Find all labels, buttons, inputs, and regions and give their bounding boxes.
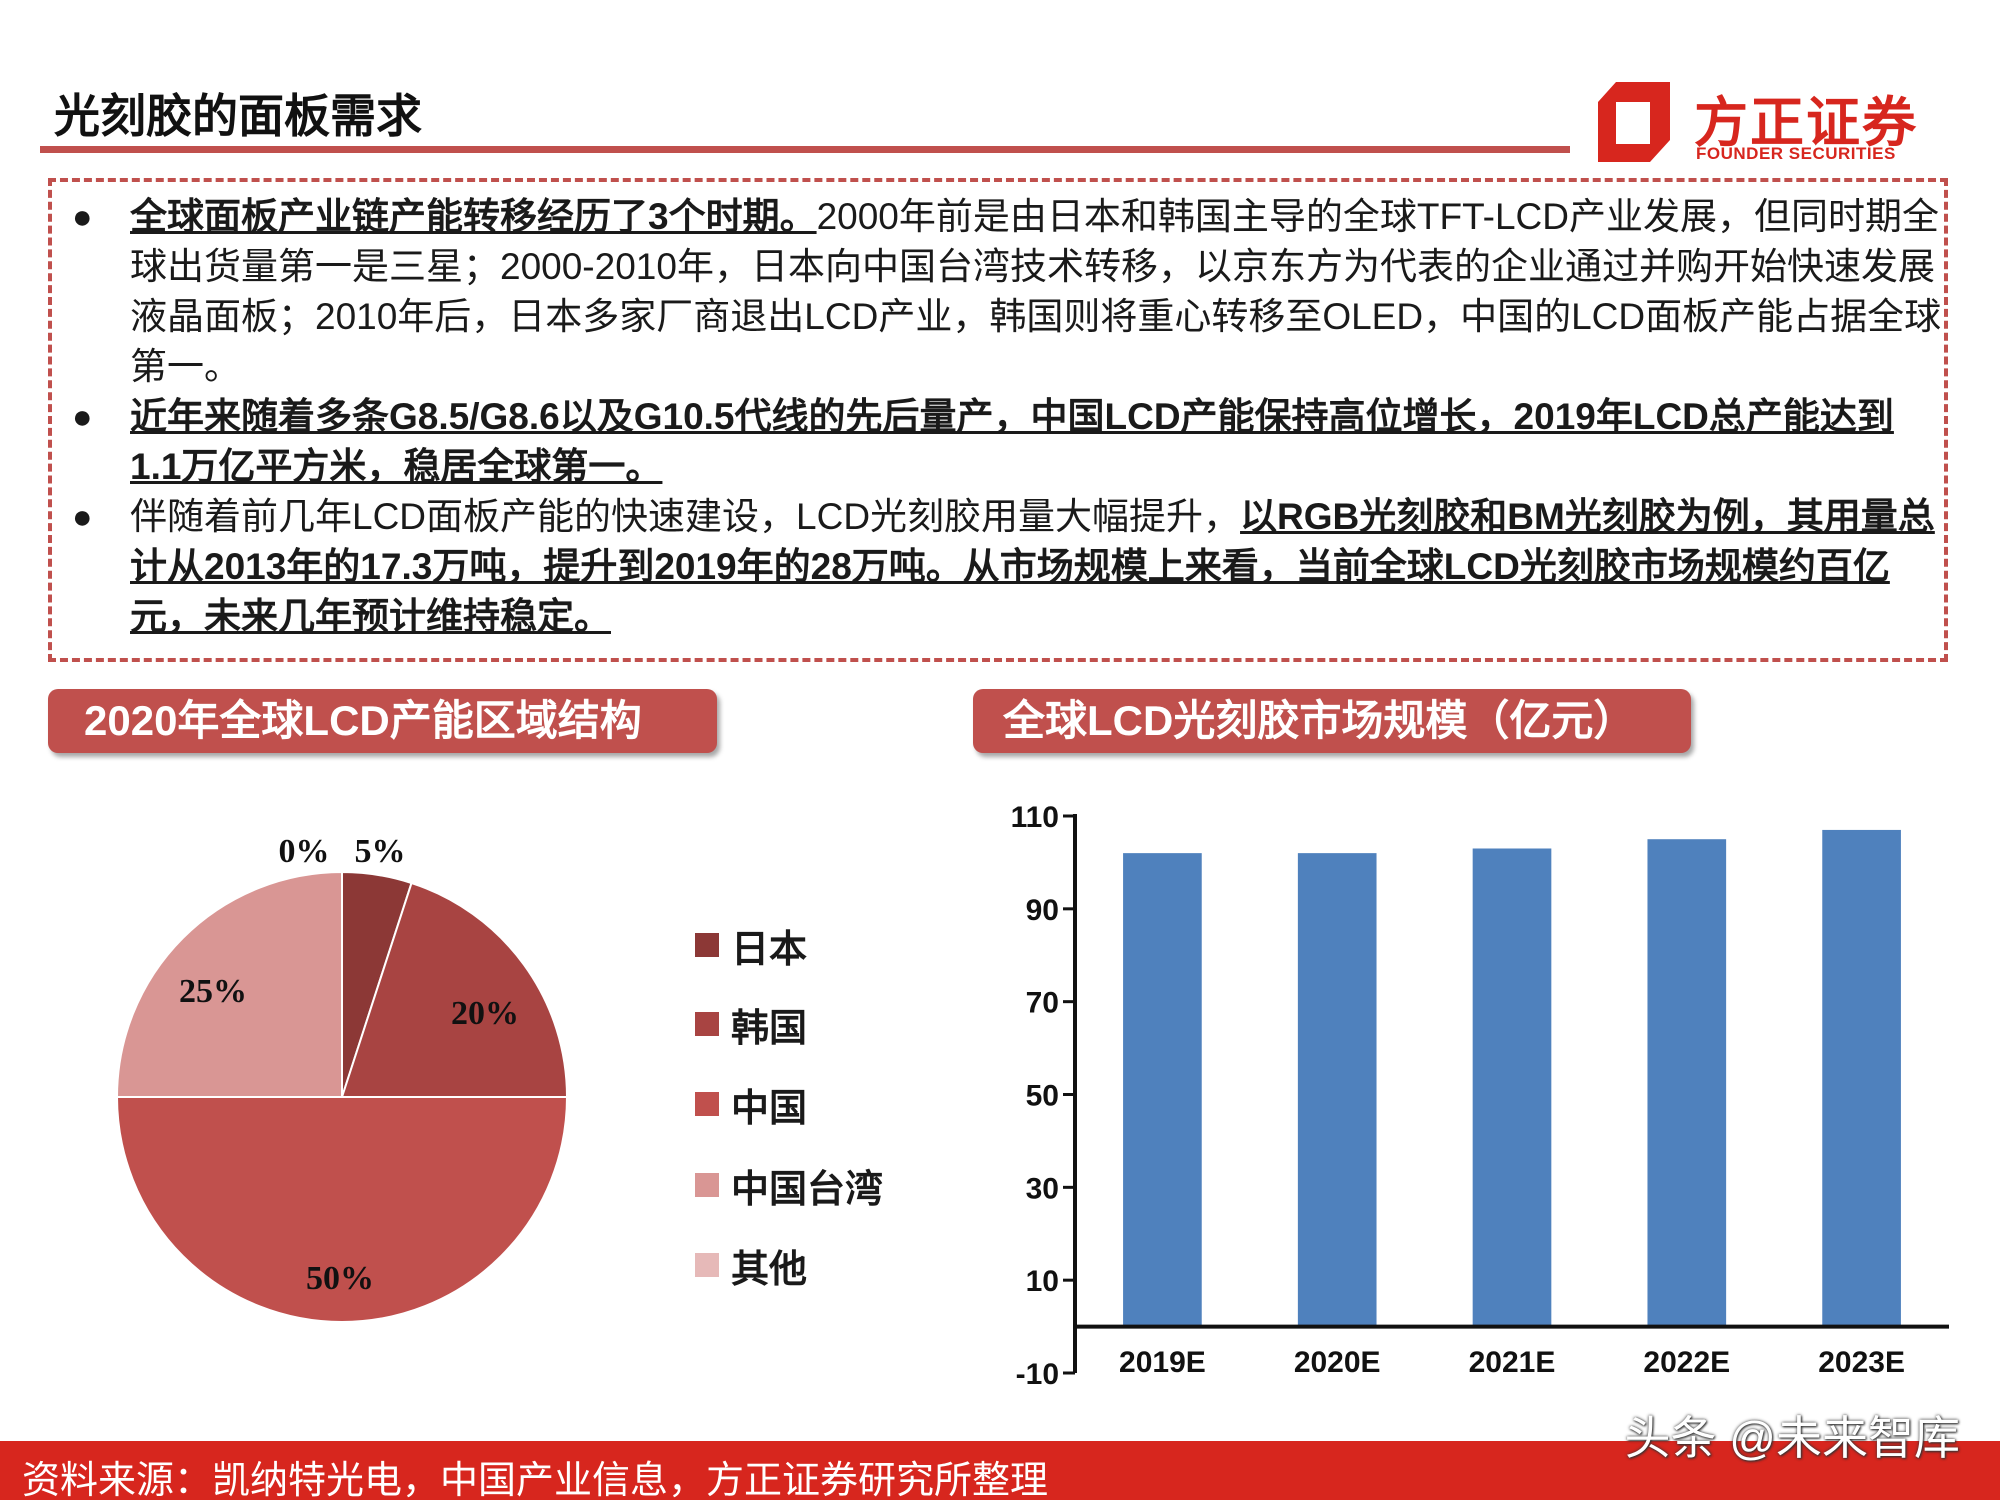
bar-2020E bbox=[1297, 853, 1377, 1327]
bullet-item: ● 全球面板产业链产能转移经历了3个时期。2000年前是由日本和韩国主导的全球T… bbox=[62, 192, 1942, 392]
bullet-dot-icon: ● bbox=[72, 398, 93, 436]
legend-label: 中国 bbox=[731, 1087, 808, 1130]
legend-item-taiwan: 中国台湾 bbox=[695, 1160, 884, 1211]
x-tick-label: 2020E bbox=[1294, 1346, 1381, 1379]
bar-2023E bbox=[1822, 829, 1901, 1327]
legend-swatch bbox=[695, 1092, 719, 1116]
legend-label: 中国台湾 bbox=[731, 1168, 884, 1211]
watermark: 头条 @未来智库 bbox=[1624, 1412, 1960, 1464]
legend-item-other: 其他 bbox=[695, 1240, 808, 1291]
legend-label: 日本 bbox=[731, 928, 808, 971]
bar-2019E bbox=[1123, 853, 1202, 1327]
x-tick-label: 2021E bbox=[1469, 1346, 1556, 1379]
bullet-text-bold: 全球面板产业链产能转移经历了3个时期。 bbox=[130, 196, 817, 237]
y-tick-label: 50 bbox=[1026, 1080, 1059, 1113]
x-tick-label: 2023E bbox=[1818, 1346, 1905, 1379]
footer-bar: 资料来源：凯纳特光电，中国产业信息，方正证券研究所整理 bbox=[0, 1441, 2000, 1502]
summary-box bbox=[48, 178, 1948, 662]
pie-label-japan: 5% bbox=[354, 833, 406, 870]
logo-text-en: FOUNDER SECURITIES bbox=[1696, 144, 1896, 163]
bullet-text-bold: 以RGB光刻胶和BM光刻胶为例，其用量总计从2013年的17.3万吨，提升到20… bbox=[130, 496, 1935, 637]
pie-label-taiwan: 25% bbox=[179, 973, 247, 1010]
bar-2022E bbox=[1647, 839, 1727, 1327]
bar-chart-title: 全球LCD光刻胶市场规模（亿元） bbox=[973, 689, 1691, 753]
pie-chart bbox=[115, 870, 569, 1323]
y-tick-label: 110 bbox=[1011, 801, 1059, 834]
legend-swatch bbox=[695, 933, 719, 957]
y-tick-label: 30 bbox=[1026, 1172, 1059, 1205]
y-tick-label: 90 bbox=[1026, 894, 1059, 927]
y-tick-label: 10 bbox=[1026, 1265, 1059, 1298]
bullet-item: ● 近年来随着多条G8.5/G8.6以及G10.5代线的先后量产，中国LCD产能… bbox=[62, 392, 1942, 492]
pie-label-china: 50% bbox=[306, 1260, 374, 1297]
x-tick-label: 2022E bbox=[1643, 1346, 1730, 1379]
legend-item-china: 中国 bbox=[695, 1079, 808, 1130]
pie-label-korea: 20% bbox=[451, 995, 519, 1032]
title-divider bbox=[40, 146, 1570, 153]
legend-item-japan: 日本 bbox=[695, 920, 808, 971]
source-note: 资料来源：凯纳特光电，中国产业信息，方正证券研究所整理 bbox=[22, 1460, 1049, 1502]
page-title: 光刻胶的面板需求 bbox=[54, 90, 422, 142]
bar-chart: 2019E 2020E 2021E 2022E 2023E 110 90 70 50 30 10 -1… bbox=[1011, 801, 1949, 1391]
bullet-text-bold: 近年来随着多条G8.5/G8.6以及G10.5代线的先后量产，中国LCD产能保持… bbox=[130, 396, 1894, 487]
legend-item-korea: 韩国 bbox=[695, 999, 808, 1050]
bullet-dot-icon: ● bbox=[72, 498, 93, 536]
pie-slice-中国 bbox=[115, 1096, 569, 1323]
bullet-item: ● 伴随着前几年LCD面板产能的快速建设，LCD光刻胶用量大幅提升，以RGB光刻… bbox=[62, 492, 1942, 642]
bullet-text: 2000年前是由日本和韩国主导的全球TFT-LCD产业发展，但同时期全球出货量第… bbox=[130, 196, 1942, 387]
legend-swatch bbox=[695, 1173, 719, 1197]
logo-mark-icon bbox=[1598, 82, 1670, 162]
x-tick-label: 2019E bbox=[1119, 1346, 1206, 1379]
y-tick-label: -10 bbox=[1016, 1358, 1059, 1391]
y-tick-label: 70 bbox=[1026, 987, 1059, 1020]
logo-text-cn: 方正证券 bbox=[1694, 93, 1918, 153]
bullet-text: 伴随着前几年LCD面板产能的快速建设，LCD光刻胶用量大幅提升， bbox=[130, 496, 1241, 537]
legend-swatch bbox=[695, 1012, 719, 1036]
legend-label: 韩国 bbox=[731, 1007, 808, 1050]
legend-label: 其他 bbox=[731, 1248, 808, 1291]
pie-slice-韩国 bbox=[340, 881, 569, 1098]
founder-securities-logo: 方正证券 FOUNDER SECURITIES bbox=[1598, 78, 1928, 168]
bar-2021E bbox=[1472, 848, 1552, 1327]
pie-chart-title: 2020年全球LCD产能区域结构 bbox=[48, 689, 717, 753]
pie-label-other: 0% bbox=[278, 833, 330, 870]
bullet-dot-icon: ● bbox=[72, 198, 93, 236]
pie-slice-中国台湾 bbox=[115, 870, 343, 1098]
legend-swatch bbox=[695, 1253, 719, 1277]
bullet-list: ● 全球面板产业链产能转移经历了3个时期。2000年前是由日本和韩国主导的全球T… bbox=[62, 192, 1942, 642]
